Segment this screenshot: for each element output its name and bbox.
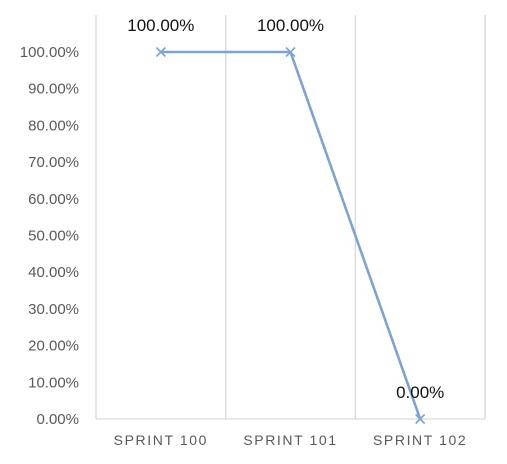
y-tick-label: 100.00%: [20, 44, 79, 61]
x-category-label: SPRINT 100: [114, 432, 208, 448]
data-label: 100.00%: [127, 16, 194, 35]
x-category-label: SPRINT 101: [243, 432, 337, 448]
y-tick-label: 40.00%: [28, 264, 79, 281]
y-tick-label: 70.00%: [28, 154, 79, 171]
y-tick-label: 50.00%: [28, 228, 79, 245]
y-tick-label: 30.00%: [28, 301, 79, 318]
y-tick-label: 10.00%: [28, 374, 79, 391]
y-tick-label: 0.00%: [36, 411, 79, 428]
data-label: 0.00%: [396, 383, 444, 402]
data-point-marker: [285, 46, 296, 58]
marker-stroke-b: [415, 413, 426, 425]
y-tick-label: 60.00%: [28, 191, 79, 208]
x-axis-category-labels: SPRINT 100 SPRINT 101 SPRINT 102: [114, 432, 467, 448]
data-labels: 100.00% 100.00% 0.00%: [127, 16, 444, 402]
y-tick-label: 20.00%: [28, 338, 79, 355]
series-line-group: [155, 46, 426, 425]
marker-stroke-b: [285, 46, 296, 58]
data-point-marker: [155, 46, 166, 58]
x-category-label: SPRINT 102: [373, 432, 467, 448]
gridlines: [95, 15, 486, 419]
y-axis-tick-labels: 0.00% 10.00% 20.00% 30.00% 40.00% 50.00% 60.00…: [20, 44, 79, 428]
data-label: 100.00%: [257, 16, 324, 35]
series-line-0: [159, 50, 422, 421]
data-point-marker: [415, 413, 426, 425]
marker-stroke-b: [155, 46, 166, 58]
y-tick-label: 80.00%: [28, 117, 79, 134]
y-tick-label: 90.00%: [28, 81, 79, 98]
